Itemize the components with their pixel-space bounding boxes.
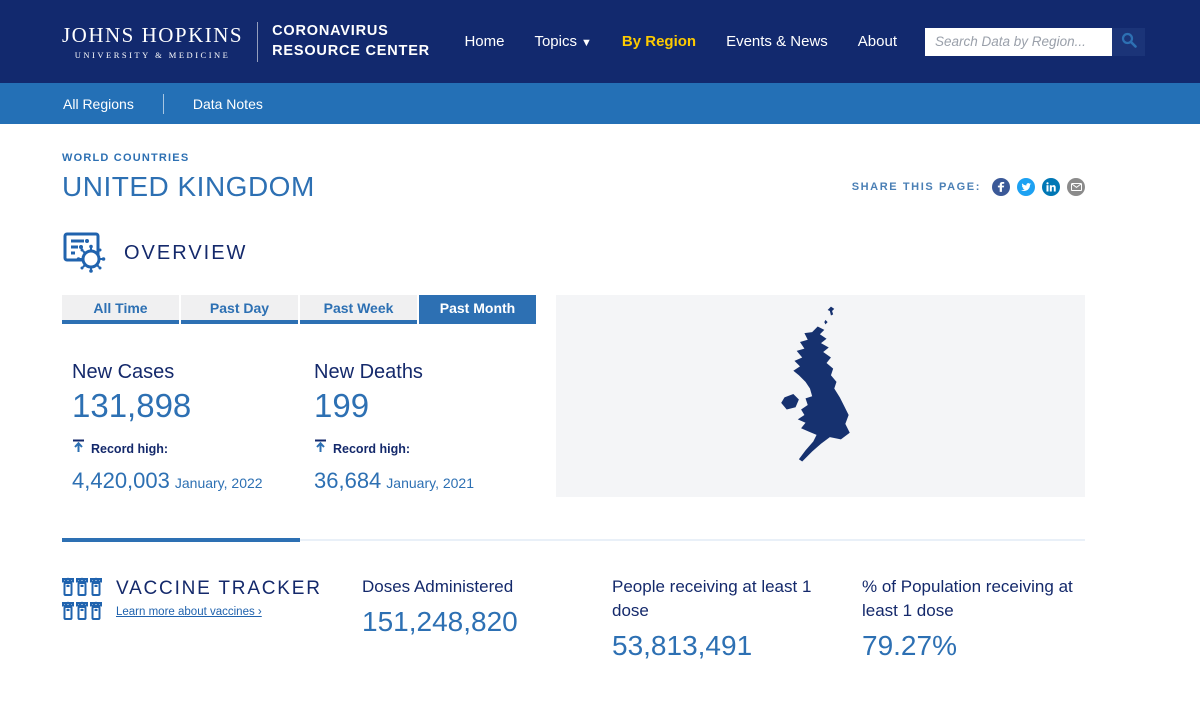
uk-map-panel bbox=[556, 295, 1085, 497]
chevron-down-icon: ▼ bbox=[581, 37, 592, 49]
new-cases-value: 131,898 bbox=[72, 387, 192, 424]
breadcrumb: WORLD COUNTRIES bbox=[62, 152, 190, 164]
twitter-icon[interactable] bbox=[1017, 178, 1035, 196]
facebook-icon[interactable] bbox=[992, 178, 1010, 196]
record-high-label: Record high: bbox=[333, 441, 411, 456]
region-subnav: All Regions Data Notes bbox=[0, 83, 1200, 124]
page-title: UNITED KINGDOM bbox=[62, 171, 315, 202]
logo-line-university-medicine: UNIVERSITY & MEDICINE bbox=[74, 50, 231, 60]
percent-population-label: % of Population receiving at least 1 dos… bbox=[862, 577, 1073, 620]
new-deaths-label: New Deaths bbox=[314, 361, 423, 383]
new-deaths-stat: New Deaths 199 Record high: bbox=[314, 361, 556, 494]
learn-more-vaccines-link[interactable]: Learn more about vaccines › bbox=[116, 606, 262, 618]
region-search bbox=[925, 27, 1145, 56]
subnav-data-notes[interactable]: Data Notes bbox=[192, 95, 263, 112]
search-input[interactable] bbox=[925, 27, 1112, 56]
top-header: JOHNS HOPKINS UNIVERSITY & MEDICINE CORO… bbox=[0, 0, 1200, 83]
percent-population-value: 79.27% bbox=[862, 629, 957, 661]
record-high-value: 4,420,003 bbox=[72, 468, 170, 493]
search-button[interactable] bbox=[1112, 27, 1145, 56]
vaccine-vials-icon bbox=[62, 575, 102, 662]
nav-topics[interactable]: Topics ▼ bbox=[534, 33, 592, 50]
time-range-tabs: All Time Past Day Past Week Past Month bbox=[62, 295, 556, 324]
tab-past-week[interactable]: Past Week bbox=[300, 295, 417, 324]
record-high-value: 36,684 bbox=[314, 468, 382, 493]
subnav-divider bbox=[162, 93, 164, 114]
nav-events-news[interactable]: Events & News bbox=[726, 33, 828, 50]
johns-hopkins-wordmark: JOHNS HOPKINS UNIVERSITY & MEDICINE bbox=[62, 23, 243, 60]
new-cases-label: New Cases bbox=[72, 361, 175, 383]
people-one-dose-label: People receiving at least 1 dose bbox=[612, 577, 812, 620]
people-one-dose-stat: People receiving at least 1 dose 53,813,… bbox=[612, 575, 862, 662]
nav-by-region[interactable]: By Region bbox=[621, 33, 697, 50]
overview-icon bbox=[62, 229, 108, 278]
people-one-dose-value: 53,813,491 bbox=[612, 629, 753, 661]
coronavirus-resource-center-wordmark: CORONAVIRUS RESOURCE CENTER bbox=[272, 22, 430, 61]
nav-home[interactable]: Home bbox=[464, 33, 505, 50]
search-icon bbox=[1121, 32, 1137, 51]
new-cases-stat: New Cases 131,898 Record high: bbox=[72, 361, 314, 494]
jhu-crc-logo[interactable]: JOHNS HOPKINS UNIVERSITY & MEDICINE CORO… bbox=[62, 21, 430, 62]
vaccine-tracker-heading: VACCINE TRACKER bbox=[116, 578, 322, 599]
record-high-icon bbox=[72, 439, 85, 458]
logo-line-coronavirus: CORONAVIRUS bbox=[272, 22, 389, 39]
doses-administered-value: 151,248,820 bbox=[362, 605, 518, 637]
logo-line-johns-hopkins: JOHNS HOPKINS bbox=[62, 23, 244, 47]
logo-line-resource-center: RESOURCE CENTER bbox=[272, 42, 430, 59]
nav-about[interactable]: About bbox=[857, 33, 897, 50]
linkedin-icon[interactable] bbox=[1042, 178, 1060, 196]
section-divider bbox=[62, 538, 1085, 542]
share-bar: SHARE THIS PAGE: bbox=[852, 178, 1085, 196]
doses-administered-label: Doses Administered bbox=[362, 577, 514, 596]
overview-heading: OVERVIEW bbox=[124, 242, 248, 264]
email-icon[interactable] bbox=[1067, 178, 1085, 196]
vaccine-tracker-section: VACCINE TRACKER Learn more about vaccine… bbox=[62, 575, 1085, 662]
new-deaths-value: 199 bbox=[314, 387, 370, 424]
share-label: SHARE THIS PAGE: bbox=[851, 181, 981, 193]
percent-population-stat: % of Population receiving at least 1 dos… bbox=[862, 575, 1112, 662]
doses-administered-stat: Doses Administered 151,248,820 bbox=[362, 575, 612, 662]
main-nav: Home Topics ▼ By Region Events & News Abo… bbox=[464, 33, 897, 50]
record-high-date: January, 2022 bbox=[174, 475, 263, 491]
tab-past-day[interactable]: Past Day bbox=[181, 295, 298, 324]
logo-divider bbox=[257, 21, 259, 62]
main-content: WORLD COUNTRIES UNITED KINGDOM SHARE THI… bbox=[0, 124, 1200, 662]
tab-past-month[interactable]: Past Month bbox=[419, 295, 536, 324]
uk-map-silhouette bbox=[760, 300, 882, 493]
tab-all-time[interactable]: All Time bbox=[62, 295, 179, 324]
record-high-date: January, 2021 bbox=[386, 475, 474, 491]
record-high-icon bbox=[314, 439, 327, 458]
record-high-label: Record high: bbox=[91, 441, 169, 456]
subnav-all-regions[interactable]: All Regions bbox=[63, 95, 134, 112]
